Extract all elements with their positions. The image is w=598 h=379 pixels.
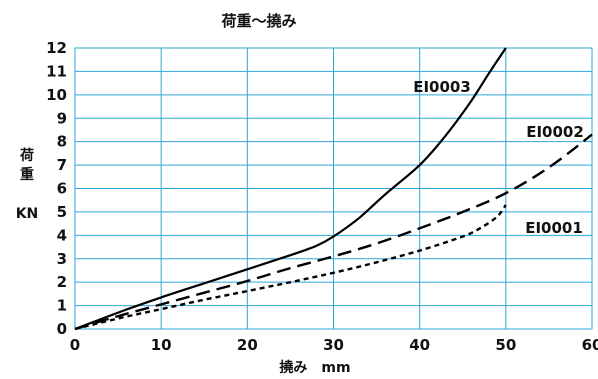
plot-frame [74,47,593,330]
y-tick-label-9: 9 [57,109,67,127]
x-tick-label-30: 30 [323,336,344,354]
x-tick-label-20: 20 [237,336,258,354]
series-label-EI0001: EI0001 [525,219,583,237]
y-tick-label-10: 10 [46,86,67,104]
y-tick-label-5: 5 [57,203,67,221]
grid [74,47,593,330]
y-tick-label-2: 2 [57,273,67,291]
series-line-EI0002 [74,133,593,331]
x-tick-label-10: 10 [151,336,172,354]
y-tick-label-11: 11 [46,62,67,80]
x-tick-label-60: 60 [582,336,598,354]
chart-title: 荷重〜撓み [221,12,296,30]
y-tick-label-4: 4 [57,226,67,244]
series-line-EI0003 [74,47,507,331]
x-tick-labels: 0 10 20 30 40 50 60 [70,336,598,354]
y-tick-label-12: 12 [46,39,67,57]
x-tick-label-50: 50 [495,336,516,354]
y-tick-label-6: 6 [57,180,67,198]
series-labels: EI0003 EI0002 EI0001 [413,78,584,237]
x-tick-label-0: 0 [70,336,80,354]
y-axis-label-char-1: 荷 [19,147,34,164]
series-label-EI0003: EI0003 [413,78,471,96]
y-tick-label-8: 8 [57,133,67,151]
y-tick-label-3: 3 [57,250,67,268]
series-group [74,47,593,331]
y-tick-label-7: 7 [57,156,67,174]
series-line-EI0001 [74,204,507,331]
x-axis-label: 撓み mm [279,359,350,376]
x-tick-label-40: 40 [409,336,430,354]
y-axis-unit: KN [16,206,39,222]
series-label-EI0002: EI0002 [526,123,584,141]
y-tick-label-1: 1 [57,297,67,315]
y-axis-label-char-2: 重 [20,166,34,183]
y-tick-label-0: 0 [57,320,67,338]
